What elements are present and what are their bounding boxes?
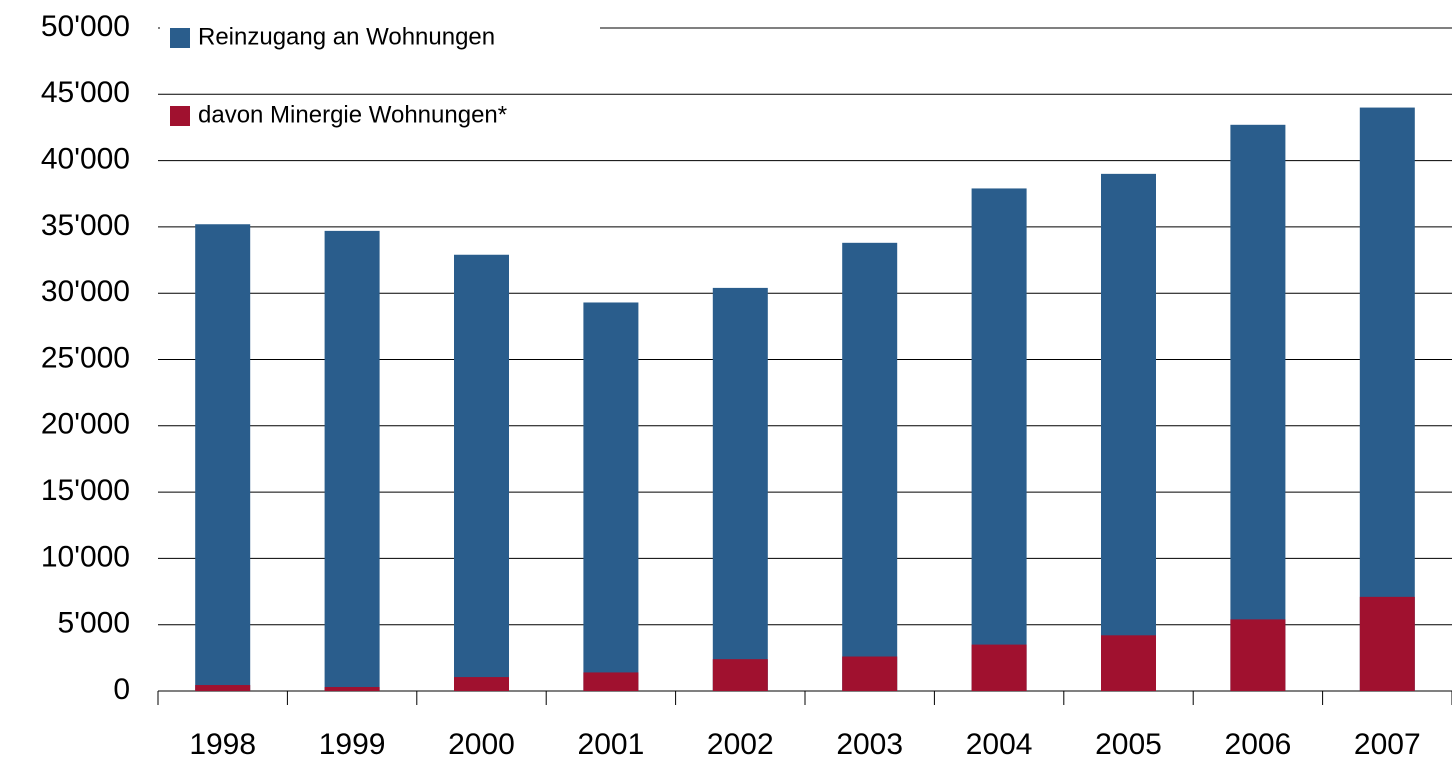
x-tick-label: 2006	[1225, 728, 1292, 761]
bar	[1359, 596, 1415, 691]
bar	[454, 254, 509, 691]
bar	[1230, 619, 1286, 691]
bar	[583, 672, 639, 691]
x-tick-label: 2000	[448, 728, 515, 761]
y-tick-label: 30'000	[41, 275, 130, 308]
y-tick-label: 45'000	[41, 76, 130, 109]
bar	[842, 656, 898, 691]
y-tick-label: 25'000	[41, 341, 130, 374]
bar	[712, 659, 768, 691]
legend-swatch	[170, 106, 190, 126]
legend-label: davon Minergie Wohnungen*	[198, 101, 507, 128]
y-tick-label: 40'000	[41, 143, 130, 176]
legend-bg	[160, 18, 600, 58]
y-tick-label: 10'000	[41, 540, 130, 573]
bar	[842, 242, 898, 691]
bar	[324, 687, 380, 691]
bar	[971, 644, 1027, 691]
x-tick-label: 2001	[578, 728, 645, 761]
y-tick-label: 5'000	[58, 607, 130, 640]
bar	[971, 188, 1027, 692]
legend-swatch	[170, 28, 190, 48]
x-tick-label: 2004	[966, 728, 1033, 761]
y-tick-label: 20'000	[41, 408, 130, 441]
bar	[712, 287, 768, 691]
bar	[1359, 107, 1415, 691]
y-tick-label: 50'000	[41, 10, 130, 43]
bar	[454, 677, 509, 691]
bar	[1101, 173, 1156, 692]
bar	[583, 302, 639, 691]
bar	[324, 230, 380, 692]
bar	[195, 224, 251, 692]
legend-label: Reinzugang an Wohnungen	[198, 23, 495, 50]
x-tick-label: 2005	[1095, 728, 1162, 761]
bar	[1230, 124, 1286, 692]
legend-bg	[160, 96, 600, 136]
x-tick-label: 1999	[319, 728, 386, 761]
y-tick-label: 15'000	[41, 474, 130, 507]
bar	[195, 685, 251, 691]
y-tick-label: 0	[113, 673, 130, 706]
x-tick-label: 2002	[707, 728, 774, 761]
y-tick-label: 35'000	[41, 209, 130, 242]
x-tick-label: 2003	[836, 728, 903, 761]
x-tick-label: 2007	[1354, 728, 1421, 761]
bar	[1101, 635, 1156, 691]
x-tick-label: 1998	[189, 728, 256, 761]
